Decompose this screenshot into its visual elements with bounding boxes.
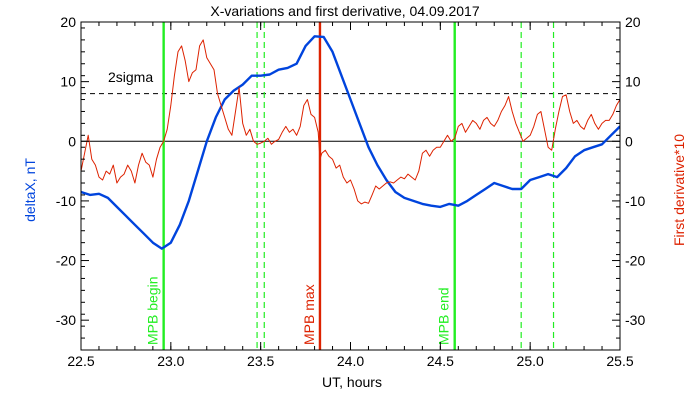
x-tick-label: 25.5 — [606, 353, 633, 369]
x-tick-label: 22.5 — [67, 353, 94, 369]
mpb-max-label: MPB max — [301, 284, 317, 345]
sigma-label: 2sigma — [108, 69, 153, 85]
y-tick-label-left: -30 — [56, 312, 76, 328]
x-tick-label: 23.5 — [247, 353, 274, 369]
y-tick-label-left: 20 — [60, 14, 76, 30]
y-tick-label-right: -20 — [625, 253, 645, 269]
x-tick-label: 24.0 — [337, 353, 364, 369]
y-tick-label-right: -30 — [625, 312, 645, 328]
y-tick-label-left: -10 — [56, 193, 76, 209]
y-tick-label-right: 20 — [625, 14, 641, 30]
deltaX-series-line — [81, 35, 620, 250]
mpb-end-label: MPB end — [436, 287, 452, 345]
derivative-series-line — [81, 39, 620, 205]
x-tick-label: 23.0 — [157, 353, 184, 369]
y-tick-label-right: 0 — [625, 133, 633, 149]
y-tick-label-left: -20 — [56, 253, 76, 269]
chart-title: X-variations and first derivative, 04.09… — [210, 3, 479, 19]
mpb-begin-label: MPB begin — [145, 277, 161, 345]
y-tick-label-left: 0 — [68, 133, 76, 149]
x-axis-label: UT, hours — [322, 374, 382, 390]
plot-area — [81, 22, 620, 350]
y-tick-label-left: 10 — [60, 74, 76, 90]
y-tick-label-right: -10 — [625, 193, 645, 209]
y-axis-label-left: deltaX, nT — [22, 158, 38, 222]
x-tick-label: 25.0 — [517, 353, 544, 369]
plot-frame — [80, 21, 621, 351]
axes: MPB begin MPB max MPB end 22.5 23.0 23.5 24.0 2… — [56, 14, 646, 369]
y-axis-label-right: First derivative*10 — [671, 134, 687, 246]
x-tick-label: 24.5 — [427, 353, 454, 369]
y-tick-label-right: 10 — [625, 74, 641, 90]
